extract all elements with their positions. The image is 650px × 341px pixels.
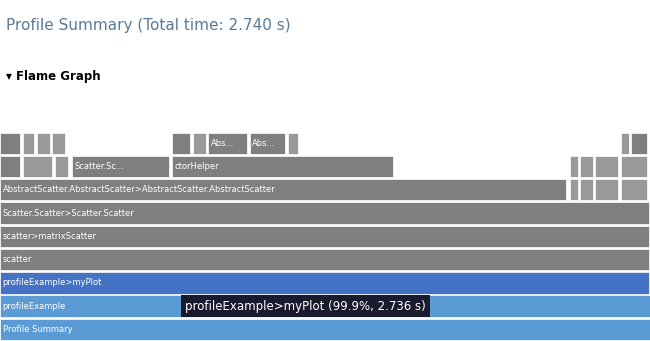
Bar (208, 133, 247, 154)
Text: profileExample: profileExample (3, 301, 66, 311)
Bar (193, 133, 206, 154)
Bar (0, 272, 649, 294)
Bar (0, 156, 20, 177)
Bar (621, 156, 647, 177)
Bar (570, 179, 578, 201)
Bar (0, 295, 650, 317)
Bar (288, 133, 298, 154)
Text: Profile Summary: Profile Summary (3, 325, 72, 334)
Bar (72, 156, 169, 177)
Bar (250, 133, 285, 154)
Text: profileExample>myPlot (99.9%, 2.736 s): profileExample>myPlot (99.9%, 2.736 s) (185, 300, 426, 313)
Bar (0, 133, 20, 154)
Bar (580, 156, 593, 177)
Text: Profile Summary (Total time: 2.740 s): Profile Summary (Total time: 2.740 s) (6, 18, 291, 33)
Bar (595, 179, 618, 201)
Text: ctorHelper: ctorHelper (175, 162, 220, 171)
Bar (23, 156, 52, 177)
Bar (55, 156, 68, 177)
Text: profileExample>myPlot: profileExample>myPlot (3, 278, 102, 287)
Text: AbstractScatter.AbstractScatter>AbstractScatter.AbstractScatter: AbstractScatter.AbstractScatter>Abstract… (3, 185, 276, 194)
Text: ▾ Flame Graph: ▾ Flame Graph (6, 70, 101, 83)
Text: Scatter.Scatter>Scatter.Scatter: Scatter.Scatter>Scatter.Scatter (3, 209, 135, 218)
Text: Abs...: Abs... (252, 139, 276, 148)
Bar (630, 133, 647, 154)
Bar (172, 133, 190, 154)
Bar (0, 319, 650, 340)
Bar (0, 179, 566, 201)
Bar (0, 249, 649, 270)
Bar (580, 179, 593, 201)
Text: Abs...: Abs... (211, 139, 234, 148)
Bar (595, 156, 618, 177)
Bar (172, 156, 393, 177)
Bar (52, 133, 65, 154)
Bar (0, 226, 649, 247)
Bar (37, 133, 50, 154)
Text: scatter>matrixScatter: scatter>matrixScatter (3, 232, 97, 241)
Text: scatter: scatter (3, 255, 32, 264)
Bar (570, 156, 578, 177)
Bar (0, 202, 649, 224)
Text: Scatter.Sc...: Scatter.Sc... (74, 162, 124, 171)
Bar (621, 179, 647, 201)
Bar (621, 133, 629, 154)
Bar (23, 133, 34, 154)
